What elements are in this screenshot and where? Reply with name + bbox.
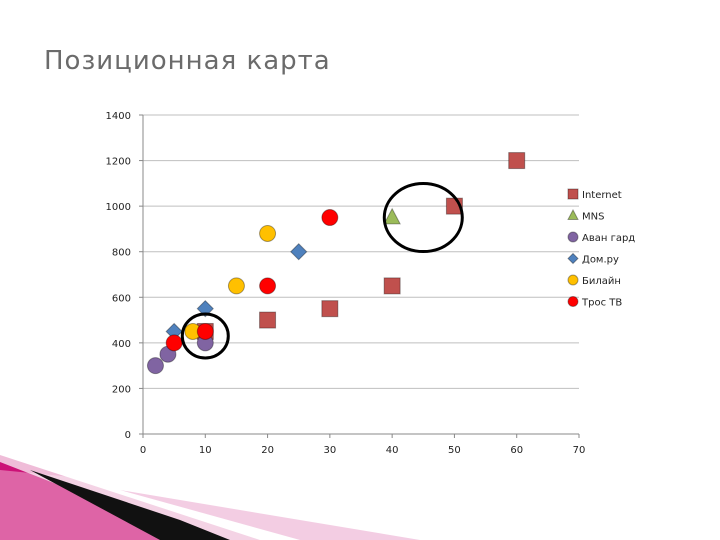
- legend-label: Трос ТВ: [581, 298, 622, 309]
- x-tick-label: 60: [510, 445, 523, 456]
- y-tick-label: 1200: [106, 157, 131, 168]
- x-tick-label: 70: [573, 445, 586, 456]
- x-tick-label: 40: [386, 445, 399, 456]
- data-point: [260, 225, 276, 241]
- x-tick-label: 0: [140, 445, 146, 456]
- data-point: [384, 209, 400, 224]
- legend-marker: [568, 210, 578, 220]
- annotation-circles: [182, 184, 462, 358]
- legend-label: Аван гард: [582, 233, 635, 244]
- legend-label: Internet: [582, 190, 622, 201]
- data-point: [197, 323, 213, 339]
- legend-label: Дом.ру: [582, 255, 619, 266]
- data-point: [322, 210, 338, 226]
- data-point: [228, 278, 244, 294]
- x-tick-label: 20: [261, 445, 274, 456]
- legend: Internet MNS Аван гард Дом.ру Билайн Трос ТВ: [568, 189, 635, 309]
- legend-marker: [568, 232, 578, 242]
- y-tick-label: 200: [112, 384, 131, 395]
- x-tick-label: 30: [323, 445, 336, 456]
- data-point: [509, 153, 525, 169]
- legend-marker: [568, 189, 578, 199]
- legend-marker: [568, 297, 578, 307]
- y-tick-label: 1400: [106, 111, 131, 122]
- y-tick-label: 400: [112, 339, 131, 350]
- x-tick-label: 10: [199, 445, 212, 456]
- legend-label: Билайн: [582, 276, 621, 287]
- legend-marker: [568, 254, 578, 264]
- data-point: [147, 358, 163, 374]
- legend-label: MNS: [582, 212, 604, 223]
- data-point: [291, 244, 307, 260]
- data-point: [260, 312, 276, 328]
- y-tick-label: 0: [125, 430, 131, 441]
- data-point: [384, 278, 400, 294]
- y-tick-label: 800: [112, 248, 131, 259]
- legend-marker: [568, 275, 578, 285]
- data-points: [147, 153, 524, 374]
- y-tick-label: 600: [112, 293, 131, 304]
- y-tick-label: 1000: [106, 202, 131, 213]
- data-point: [260, 278, 276, 294]
- x-tick-label: 50: [448, 445, 461, 456]
- data-point: [166, 335, 182, 351]
- data-point: [322, 301, 338, 317]
- decorative-swoosh: [0, 455, 720, 540]
